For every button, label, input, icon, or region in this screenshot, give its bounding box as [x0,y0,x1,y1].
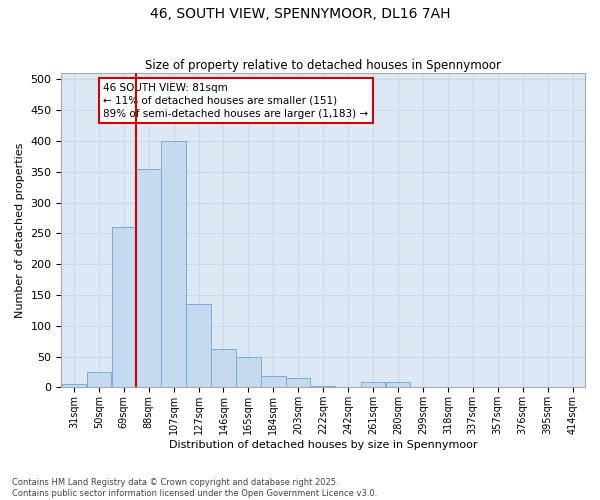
Bar [511,386,535,388]
Bar [361,382,385,388]
Bar [161,141,186,388]
Text: 46, SOUTH VIEW, SPENNYMOOR, DL16 7AH: 46, SOUTH VIEW, SPENNYMOOR, DL16 7AH [150,8,450,22]
Text: 46 SOUTH VIEW: 81sqm
← 11% of detached houses are smaller (151)
89% of semi-deta: 46 SOUTH VIEW: 81sqm ← 11% of detached h… [103,82,368,119]
Text: Contains HM Land Registry data © Crown copyright and database right 2025.
Contai: Contains HM Land Registry data © Crown c… [12,478,377,498]
Y-axis label: Number of detached properties: Number of detached properties [15,142,25,318]
Bar [411,386,435,388]
Bar [261,376,286,388]
Bar [336,386,361,388]
Bar [112,227,136,388]
Bar [236,356,260,388]
Bar [136,168,161,388]
Bar [386,382,410,388]
Bar [286,378,310,388]
X-axis label: Distribution of detached houses by size in Spennymoor: Distribution of detached houses by size … [169,440,478,450]
Bar [187,304,211,388]
Bar [86,372,111,388]
Title: Size of property relative to detached houses in Spennymoor: Size of property relative to detached ho… [145,59,501,72]
Bar [311,386,335,388]
Bar [211,349,236,388]
Bar [62,384,86,388]
